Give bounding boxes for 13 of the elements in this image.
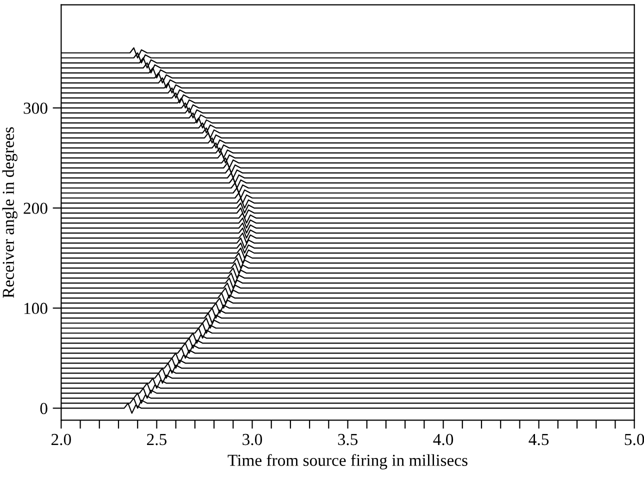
x-axis-title: Time from source firing in millisecs [228, 454, 468, 470]
x-tick-label: 4.5 [528, 434, 549, 446]
y-axis-title: Receiver angle in degrees [2, 127, 18, 298]
y-tick-label: 0 [40, 402, 48, 414]
x-tick-label: 2.5 [147, 434, 166, 446]
x-tick-label: 5.0 [624, 434, 644, 446]
x-tick-label: 2.0 [51, 434, 71, 446]
y-tick-label: 300 [24, 102, 48, 114]
y-tick-label: 200 [24, 202, 48, 214]
x-tick-label: 3.5 [338, 434, 358, 446]
x-tick-label: 3.0 [242, 434, 262, 446]
y-tick-label: 100 [24, 302, 48, 314]
x-tick-label: 4.0 [433, 434, 454, 446]
